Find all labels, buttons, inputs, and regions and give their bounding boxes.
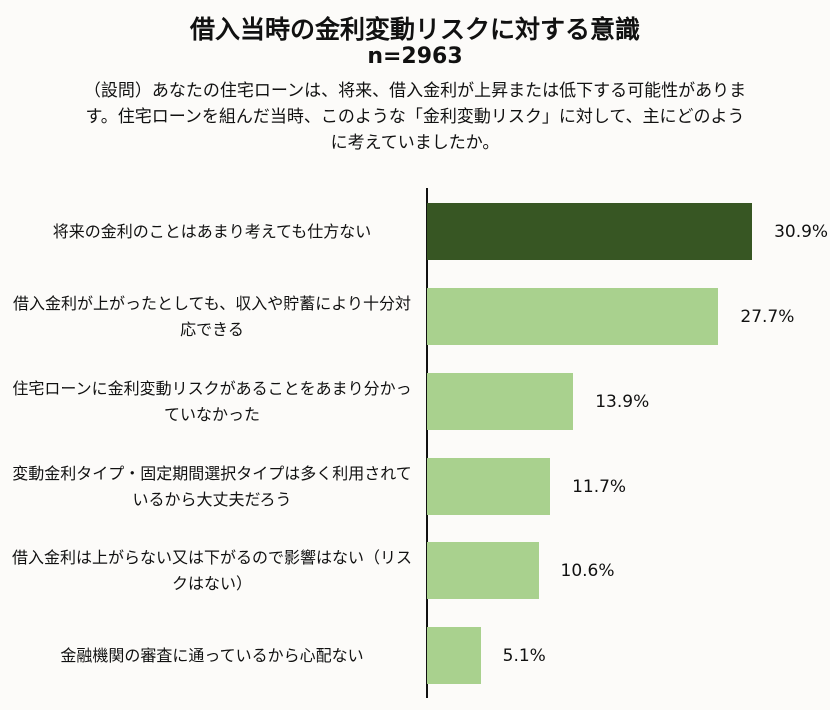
category-label: 住宅ローンに金利変動リスクがあることをあまり分かっていなかった <box>12 378 412 424</box>
value-label: 5.1% <box>502 645 546 666</box>
bar <box>427 203 753 260</box>
category-label: 金融機関の審査に通っているから心配ない <box>60 645 364 665</box>
survey-question: （設問）あなたの住宅ローンは、将来、借入金利が上昇または低下する可能性があります… <box>83 81 747 153</box>
bar-row: 変動金利タイプ・固定期間選択タイプは多く利用されているから大丈夫だろう 11.7% <box>0 458 830 515</box>
category-label: 変動金利タイプ・固定期間選択タイプは多く利用されているから大丈夫だろう <box>12 463 412 509</box>
category-axis-line <box>426 188 428 698</box>
bar-row: 住宅ローンに金利変動リスクがあることをあまり分かっていなかった 13.9% <box>0 373 830 430</box>
bar <box>427 458 551 515</box>
bar-row: 金融機関の審査に通っているから心配ない 5.1% <box>0 627 830 684</box>
bar-row: 将来の金利のことはあまり考えても仕方ない 30.9% <box>0 203 830 260</box>
value-label: 30.9% <box>774 221 829 242</box>
category-label: 借入金利は上がらない又は下がるので影響はない（リスクはない） <box>12 547 413 593</box>
bar <box>427 627 481 684</box>
category-label: 将来の金利のことはあまり考えても仕方ない <box>52 221 372 241</box>
bar <box>427 542 539 599</box>
value-label: 27.7% <box>740 306 795 327</box>
value-label: 11.7% <box>572 476 627 497</box>
value-label: 13.9% <box>595 391 650 412</box>
bar <box>427 288 719 345</box>
bar-row: 借入金利が上がったとしても、収入や貯蓄により十分対応できる 27.7% <box>0 288 830 345</box>
sample-size: n=2963 <box>367 44 463 69</box>
bar <box>427 373 574 430</box>
chart-title: 借入当時の金利変動リスクに対する意識 <box>189 15 640 44</box>
category-label: 借入金利が上がったとしても、収入や貯蓄により十分対応できる <box>13 293 411 339</box>
bar-row: 借入金利は上がらない又は下がるので影響はない（リスクはない） 10.6% <box>0 542 830 599</box>
value-label: 10.6% <box>560 560 615 581</box>
